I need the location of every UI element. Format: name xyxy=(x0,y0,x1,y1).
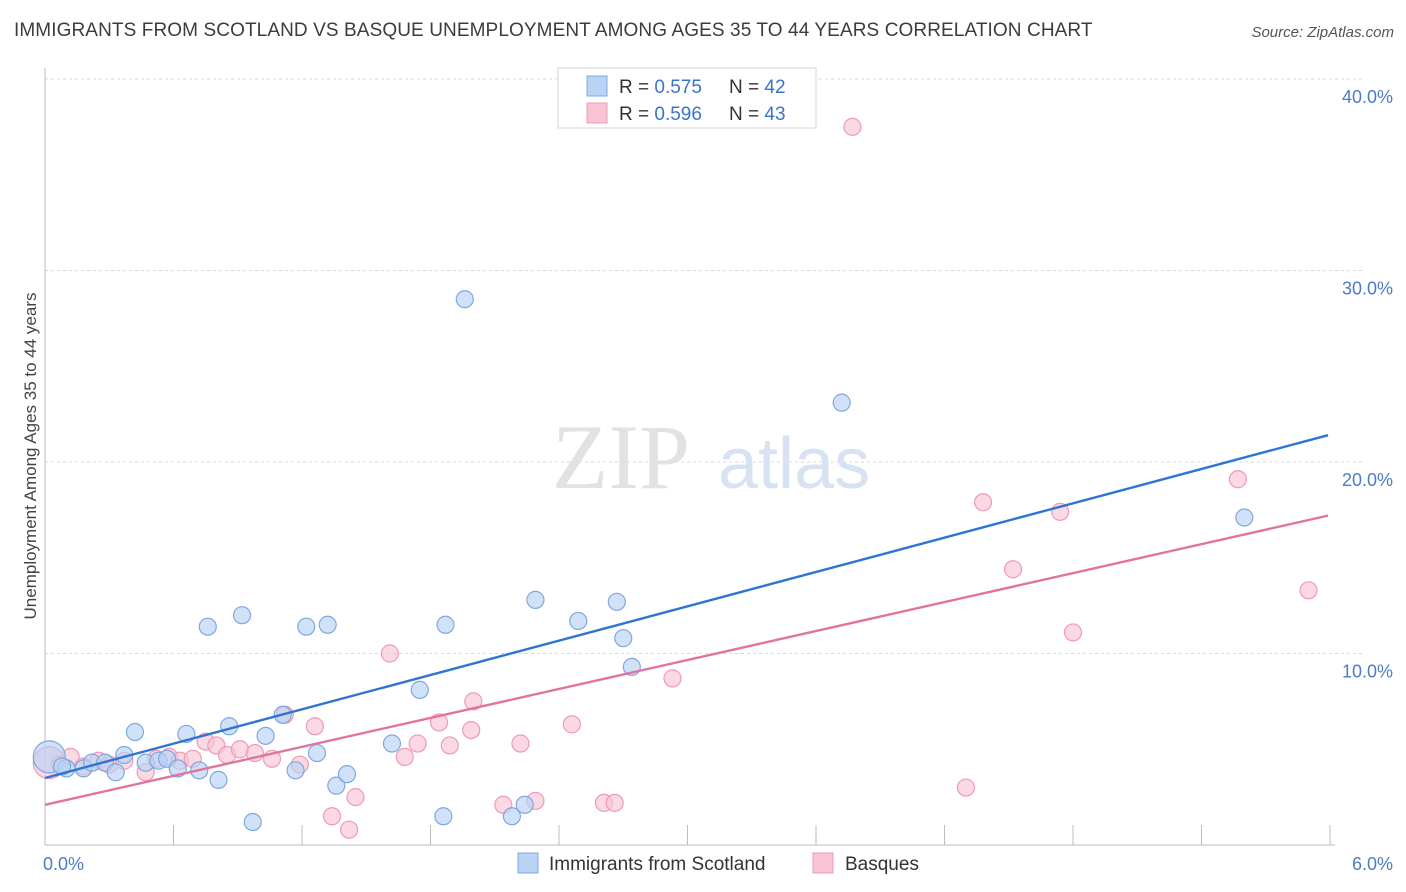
tick-labels: 10.0% 20.0% 30.0% 40.0% 0.0% 6.0% xyxy=(43,87,1393,874)
basques-point xyxy=(1299,581,1318,600)
axes xyxy=(44,68,1335,846)
series-scotland-points xyxy=(32,290,1254,832)
bottom-legend-basques: Basques xyxy=(845,854,919,875)
basques-point xyxy=(462,720,481,740)
basques-point xyxy=(322,807,342,826)
basques-point xyxy=(1003,560,1023,579)
scotland-point xyxy=(297,617,316,636)
basques-point xyxy=(429,713,449,732)
legend-n-label-1: N = xyxy=(729,77,764,98)
chart-title: IMMIGRANTS FROM SCOTLAND VS BASQUE UNEMP… xyxy=(14,20,1093,41)
basques-point xyxy=(1228,470,1248,489)
scotland-point xyxy=(286,761,305,780)
basques-point xyxy=(346,788,365,807)
basques-point xyxy=(230,740,249,759)
basques-point xyxy=(380,644,399,663)
bottom-legend-swatch-scotland xyxy=(517,852,539,874)
legend-n-value-1: 42 xyxy=(764,77,785,98)
scotland-point xyxy=(455,290,474,309)
scotland-point xyxy=(318,615,337,634)
svg-text:R = 0.575: R = 0.575 xyxy=(619,77,702,98)
trend-lines xyxy=(44,434,1329,806)
svg-text:N = 42: N = 42 xyxy=(729,77,786,98)
basques-point xyxy=(562,715,581,734)
basques-point xyxy=(395,747,414,767)
scotland-point xyxy=(436,615,455,634)
y-tick-label: 20.0% xyxy=(1342,470,1393,490)
basques-point xyxy=(973,493,993,512)
scotland-point xyxy=(209,770,228,789)
scotland-point xyxy=(410,680,429,699)
scotland-point xyxy=(53,757,72,776)
legend-swatch-blue xyxy=(586,75,608,97)
basques-point xyxy=(663,669,682,688)
legend-n-value-2: 43 xyxy=(764,104,785,125)
scotland-point xyxy=(434,807,453,826)
bottom-legend-scotland: Immigrants from Scotland xyxy=(549,854,765,875)
basques-point xyxy=(511,734,530,753)
scotland-point xyxy=(198,617,217,636)
x-tick-label: 6.0% xyxy=(1352,854,1393,874)
scotland-point xyxy=(607,592,626,611)
scotland-point xyxy=(515,795,534,814)
x-tick-label: 0.0% xyxy=(43,854,84,874)
legend-swatch-pink xyxy=(586,102,608,124)
y-tick-label: 40.0% xyxy=(1342,87,1393,107)
basques-point xyxy=(305,717,324,736)
scotland-point xyxy=(327,776,346,795)
scotland-point xyxy=(307,743,327,763)
basques-point xyxy=(408,734,427,753)
scotland-point xyxy=(256,726,275,745)
scotland-point xyxy=(232,606,252,625)
watermark-zip: ZIP xyxy=(552,406,690,508)
basques-point xyxy=(1063,623,1083,642)
watermark: ZIP atlas xyxy=(552,406,870,508)
basques-point xyxy=(440,736,459,755)
scotland-point xyxy=(569,611,588,631)
watermark-atlas: atlas xyxy=(718,424,870,504)
scotland-point xyxy=(243,812,262,832)
basques-point xyxy=(605,793,624,812)
scotland-point xyxy=(502,807,521,826)
scotland-point xyxy=(106,763,125,782)
basques-point xyxy=(340,820,359,839)
svg-text:R = 0.596: R = 0.596 xyxy=(619,104,702,125)
scotland-point xyxy=(168,759,187,778)
bottom-legend-swatch-basques xyxy=(812,852,834,874)
scotland-point xyxy=(526,590,545,609)
bottom-legend: Immigrants from Scotland Basques xyxy=(517,852,919,875)
scotland-point xyxy=(614,629,633,648)
scotland-point xyxy=(125,722,145,742)
scotland-point xyxy=(1235,508,1254,527)
legend-r-label-2: R = xyxy=(619,104,654,125)
y-tick-label: 30.0% xyxy=(1342,279,1393,299)
source-label: Source: ZipAtlas.com xyxy=(1251,24,1394,41)
scotland-point xyxy=(382,734,402,753)
svg-text:N = 43: N = 43 xyxy=(729,104,786,125)
basques-point xyxy=(956,778,976,797)
y-axis-label: Unemployment Among Ages 35 to 44 years xyxy=(21,293,40,620)
scotland-trend-line xyxy=(44,434,1329,780)
legend-r-value-2: 0.596 xyxy=(654,104,702,125)
legend-n-label-2: N = xyxy=(729,104,764,125)
basques-point xyxy=(464,692,483,711)
y-tick-label: 10.0% xyxy=(1342,662,1393,682)
legend-box: R = 0.575 N = 42 R = 0.596 N = 43 xyxy=(557,67,817,129)
basques-point xyxy=(843,117,862,136)
scotland-point xyxy=(337,765,357,784)
grid-lines xyxy=(45,78,1362,654)
legend-r-value-1: 0.575 xyxy=(654,77,702,98)
basques-trend-line xyxy=(44,514,1329,806)
scotland-point xyxy=(832,393,851,412)
legend-r-label-1: R = xyxy=(619,77,654,98)
